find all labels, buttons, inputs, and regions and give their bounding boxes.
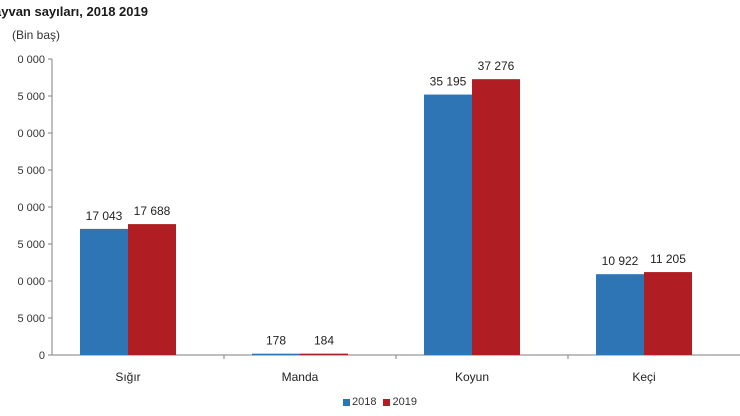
data-label-sigir-2019: 17 688 xyxy=(134,204,171,218)
bar-keci-2018 xyxy=(596,274,644,355)
data-label-manda-2019: 184 xyxy=(314,334,334,348)
y-tick-label: 5 000 xyxy=(17,239,45,251)
data-label-keci-2019: 11 205 xyxy=(650,252,686,266)
y-tick-label: 5 000 xyxy=(17,91,45,103)
y-tick-label: 0 xyxy=(39,350,45,362)
x-tick-label-sigir: Sığır xyxy=(115,370,140,384)
legend-label-2019: 2019 xyxy=(392,396,417,408)
data-label-koyun-2018: 35 195 xyxy=(430,75,467,89)
bar-manda-2019 xyxy=(300,353,348,356)
x-tick-label-keci: Keçi xyxy=(632,370,655,384)
data-label-koyun-2019: 37 276 xyxy=(478,59,515,73)
legend-item-2018: 2018 xyxy=(343,396,376,408)
y-tick-label: 5 000 xyxy=(17,165,45,177)
legend-item-2019: 2019 xyxy=(383,396,417,408)
y-tick-label: 5 000 xyxy=(17,313,45,325)
bar-sigir-2019 xyxy=(128,224,176,355)
bar-koyun-2018 xyxy=(424,94,472,355)
data-label-keci-2018: 10 922 xyxy=(602,254,639,268)
chart-legend: 2018 2019 xyxy=(343,396,420,408)
legend-swatch-2018 xyxy=(343,398,350,406)
y-tick-label: 0 000 xyxy=(17,128,45,140)
bar-keci-2019 xyxy=(644,272,692,355)
y-tick-label: 0 000 xyxy=(17,202,45,214)
bar-manda-2018 xyxy=(252,353,300,356)
y-tick-label: 0 000 xyxy=(17,276,45,288)
legend-swatch-2019 xyxy=(383,398,391,406)
x-tick-label-manda: Manda xyxy=(282,370,319,384)
chart-title: ayvan sayıları, 2018 2019 xyxy=(0,4,148,19)
y-axis-unit-label: (Bin baş) xyxy=(12,28,61,42)
data-label-manda-2018: 178 xyxy=(266,334,286,348)
bar-sigir-2018 xyxy=(80,228,128,355)
x-tick-label-koyun: Koyun xyxy=(455,370,489,384)
bar-koyun-2019 xyxy=(472,79,520,356)
legend-label-2018: 2018 xyxy=(352,396,377,408)
data-label-sigir-2018: 17 043 xyxy=(86,209,123,223)
y-tick-label: 0 000 xyxy=(17,54,45,66)
